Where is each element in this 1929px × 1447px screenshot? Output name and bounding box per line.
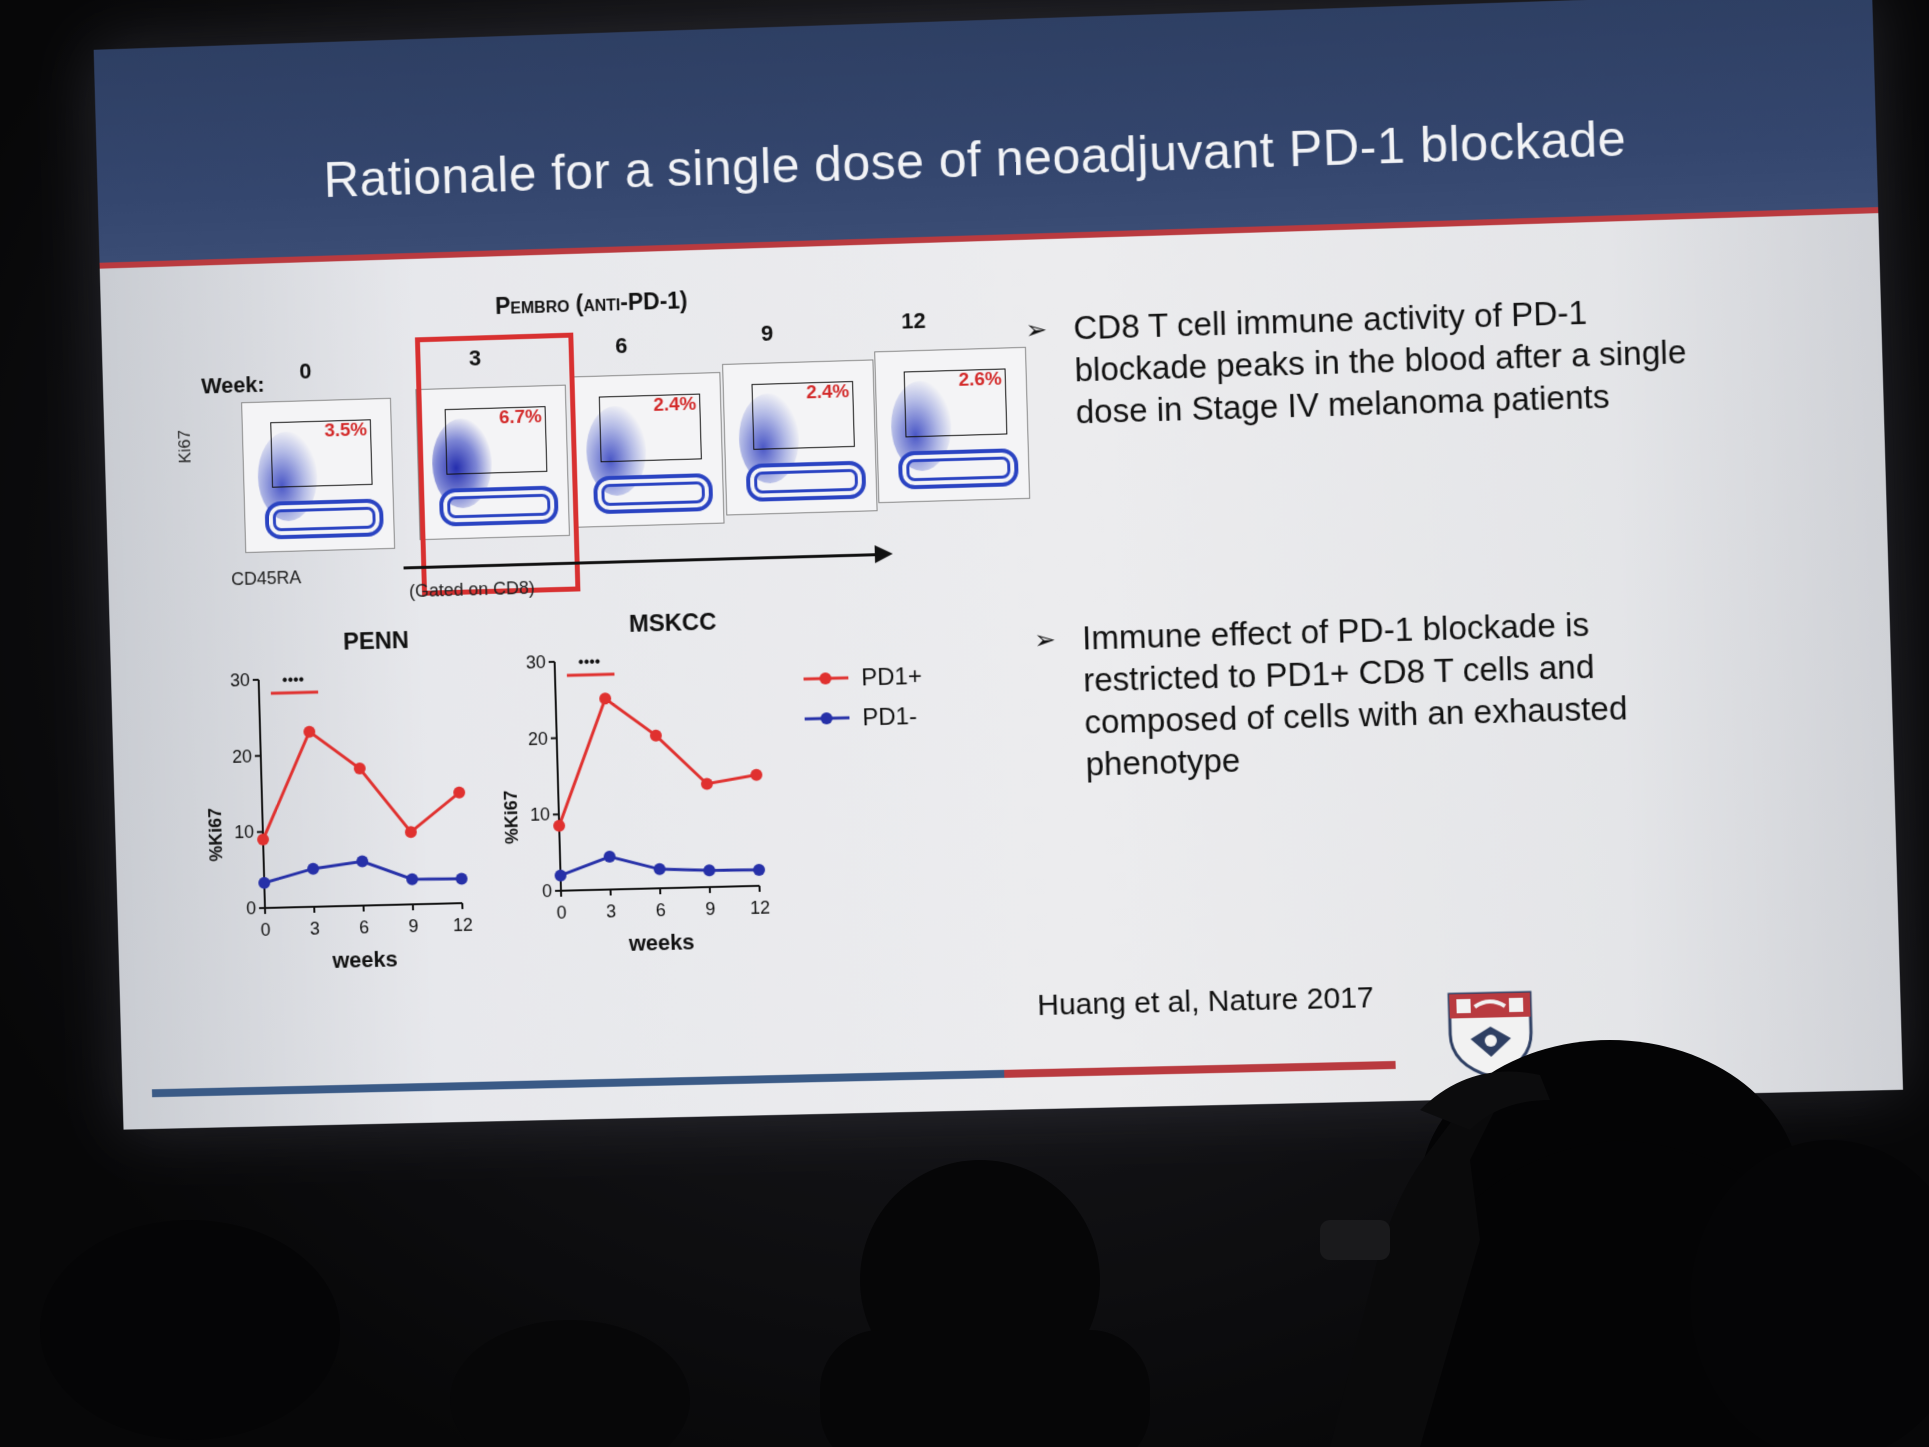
significance-stars: •••• bbox=[282, 672, 305, 690]
legend-dot-pd1-pos bbox=[819, 672, 831, 684]
chart-legend: PD1+ PD1- bbox=[793, 650, 995, 745]
bullet-1-text: CD8 T cell immune activity of PD-1 block… bbox=[1073, 294, 1687, 431]
x-tick-label: 9 bbox=[705, 899, 716, 919]
data-point-pd1-neg bbox=[258, 877, 270, 889]
y-axis-line bbox=[259, 680, 265, 908]
citation: Huang et al, Nature 2017 bbox=[1037, 981, 1374, 1023]
x-tick-label: 3 bbox=[310, 918, 320, 938]
flow-panel-week-0: 3.5% bbox=[241, 398, 395, 553]
significance-stars: •••• bbox=[578, 654, 601, 672]
footer-line-red bbox=[1004, 1061, 1396, 1078]
significance-bar bbox=[271, 692, 318, 693]
y-axis-label: %Ki67 bbox=[501, 790, 522, 844]
data-point-pd1-pos bbox=[257, 833, 269, 845]
flow-panel-week-9: 2.4% bbox=[722, 359, 878, 515]
data-point-pd1-neg bbox=[653, 863, 665, 875]
gate-percentage: 2.4% bbox=[806, 381, 850, 404]
gate-percentage: 2.6% bbox=[958, 369, 1002, 392]
y-tick-label: 30 bbox=[230, 670, 250, 690]
x-tick-label: 6 bbox=[655, 900, 666, 920]
data-point-pd1-neg bbox=[604, 851, 616, 863]
flow-panel-week-12: 2.6% bbox=[874, 347, 1030, 503]
pembro-label: Pembro (anti-PD-1) bbox=[495, 287, 688, 320]
y-axis-label: %Ki67 bbox=[205, 808, 226, 862]
ki67-axis-label: Ki67 bbox=[175, 429, 196, 463]
y-tick-label: 20 bbox=[232, 746, 252, 766]
bullet-1: ➢ CD8 T cell immune activity of PD-1 blo… bbox=[1073, 288, 1721, 434]
legend-dot-pd1-neg bbox=[820, 712, 832, 724]
series-line-pd1-pos bbox=[260, 728, 460, 840]
penn-shield-logo-icon bbox=[1444, 987, 1537, 1080]
y-tick-label: 0 bbox=[542, 881, 553, 901]
y-tick-label: 0 bbox=[246, 898, 256, 918]
x-tick-label: 12 bbox=[453, 915, 473, 935]
arrow-bullet-icon: ➢ bbox=[1034, 618, 1057, 661]
data-point-pd1-neg bbox=[703, 864, 715, 876]
data-point-pd1-neg bbox=[456, 873, 468, 885]
y-tick-label: 20 bbox=[528, 728, 548, 749]
contour-plot bbox=[746, 461, 867, 502]
gated-note: (Gated on CD8) bbox=[409, 578, 535, 602]
legend-label-pd1-neg: PD1- bbox=[862, 703, 917, 732]
bullet-2-text: Immune effect of PD-1 blockade is restri… bbox=[1082, 606, 1628, 783]
y-tick-label: 30 bbox=[526, 652, 546, 673]
chart-title: MSKCC bbox=[629, 608, 717, 637]
x-axis-label: weeks bbox=[331, 946, 398, 973]
projector-screen: Rationale for a single dose of neoadjuva… bbox=[94, 0, 1903, 1130]
significance-bar bbox=[567, 674, 615, 675]
arrow-bullet-icon: ➢ bbox=[1025, 308, 1048, 351]
x-tick-label: 9 bbox=[408, 916, 418, 936]
chart-title: PENN bbox=[343, 627, 410, 656]
contour-plot bbox=[593, 473, 713, 514]
data-point-pd1-neg bbox=[356, 855, 368, 867]
x-tick-label: 6 bbox=[359, 917, 369, 937]
data-point-pd1-neg bbox=[406, 873, 418, 885]
week-number: 12 bbox=[901, 308, 926, 335]
penn-line-chart: PENN 0 10 20 30 0 3 6 9 12 weeks %Ki67 •••• bbox=[188, 623, 533, 989]
mskcc-line-chart: MSKCC 0 10 20 30 0 3 6 9 12 weeks %Ki67 •••• bbox=[484, 605, 831, 972]
footer-line-blue bbox=[152, 1070, 1004, 1097]
x-tick-label: 3 bbox=[606, 901, 617, 921]
x-tick-label: 0 bbox=[556, 902, 567, 922]
week-number: 9 bbox=[761, 321, 774, 347]
y-axis-line bbox=[555, 662, 561, 891]
data-point-pd1-neg bbox=[554, 869, 566, 881]
gate-percentage: 3.5% bbox=[324, 419, 367, 442]
y-tick-label: 10 bbox=[234, 822, 254, 842]
footer-tick bbox=[1597, 1055, 1648, 1064]
data-point-pd1-pos bbox=[553, 820, 565, 832]
contour-plot bbox=[898, 448, 1019, 489]
week-number: 0 bbox=[299, 358, 312, 384]
week-label: Week: bbox=[201, 372, 265, 400]
x-tick-label: 12 bbox=[750, 897, 771, 918]
x-axis-label: weeks bbox=[628, 929, 695, 956]
contour-plot bbox=[265, 498, 384, 539]
week-3-highlight bbox=[415, 333, 580, 596]
flow-panel-week-6: 2.4% bbox=[569, 372, 724, 528]
x-tick-label: 0 bbox=[260, 920, 270, 940]
bullet-2: ➢ Immune effect of PD-1 blockade is rest… bbox=[1082, 600, 1732, 786]
legend-label-pd1-pos: PD1+ bbox=[861, 663, 922, 692]
week-number: 6 bbox=[615, 333, 628, 359]
series-line-pd1-pos bbox=[556, 695, 758, 826]
data-point-pd1-neg bbox=[753, 864, 765, 876]
data-point-pd1-neg bbox=[307, 863, 319, 875]
arrow-head-icon bbox=[875, 545, 893, 563]
gate-percentage: 2.4% bbox=[653, 394, 697, 417]
cd45ra-axis-label: CD45RA bbox=[231, 567, 302, 590]
data-point-pd1-pos bbox=[750, 769, 762, 781]
y-tick-label: 10 bbox=[530, 805, 550, 826]
